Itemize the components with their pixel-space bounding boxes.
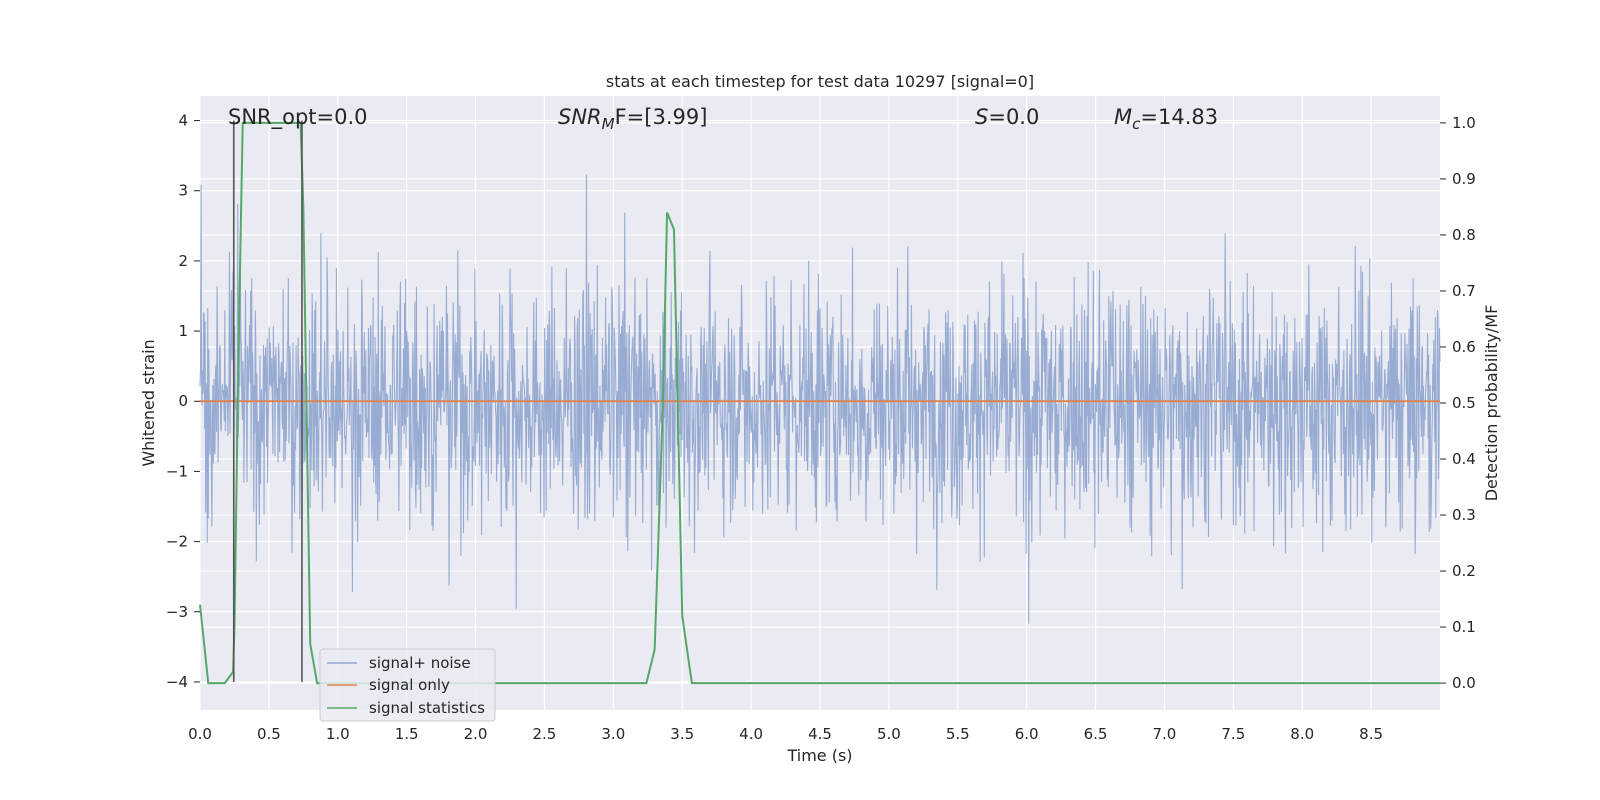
y-tick-label: −4	[166, 673, 188, 691]
y-tick-label: −3	[166, 603, 188, 621]
annotation-snr-opt: SNR_opt=0.0	[228, 105, 368, 130]
y-tick-label: −2	[166, 533, 188, 551]
s-label: S	[975, 105, 988, 129]
y2-axis-label: Detection probability/MF	[1482, 305, 1501, 502]
y-tick-label: 2	[178, 252, 188, 270]
snr-mf-label: SNR	[558, 105, 602, 129]
y2-tick-label: 0.2	[1452, 562, 1476, 580]
x-tick-label: 7.5	[1221, 725, 1245, 743]
legend-box	[319, 648, 496, 722]
x-tick-label: 1.5	[395, 725, 419, 743]
y2-tick-label: 0.7	[1452, 282, 1476, 300]
legend-label-signal: signal only	[369, 676, 450, 694]
y2-tick-label: 1.0	[1452, 114, 1476, 132]
y-tick-label: 4	[178, 112, 188, 130]
x-tick-label: 6.5	[1084, 725, 1108, 743]
x-tick-label: 2.5	[533, 725, 557, 743]
mc-rest: =14.83	[1140, 105, 1218, 129]
y2-tick-label: 0.9	[1452, 170, 1476, 188]
y2-ticks: 1.0 0.9 0.8 0.7 0.6 0.5 0.4 0.3 0.2 0.1 0.0	[1440, 114, 1476, 692]
snr-mf-sub: M	[602, 115, 615, 133]
x-tick-label: 1.0	[326, 725, 350, 743]
y-ticks: 4 3 2 1 0 −1 −2 −3 −4	[166, 112, 200, 691]
y2-tick-label: 0.6	[1452, 338, 1476, 356]
series-signal-noise	[199, 174, 1441, 624]
x-tick-label: 8.0	[1290, 725, 1314, 743]
y2-tick-label: 0.0	[1452, 674, 1476, 692]
s-rest: =0.0	[988, 105, 1039, 129]
mc-label: M	[1114, 105, 1132, 129]
annotation-snr-mf: SNRMF=[3.99]	[558, 105, 707, 133]
x-tick-label: 0.5	[257, 725, 281, 743]
x-tick-label: 4.5	[808, 725, 832, 743]
x-tick-label: 0.0	[188, 725, 212, 743]
y-axis-label: Whitened strain	[139, 339, 158, 466]
legend-label-stats: signal statistics	[369, 699, 485, 717]
x-ticks: 0.0 0.5 1.0 1.5 2.0 2.5 3.0 3.5 4.0 4.5 5.0 5.5 6.0 6…	[188, 725, 1383, 743]
noise-series	[199, 174, 1441, 624]
y2-tick-label: 0.1	[1452, 618, 1476, 636]
annotation-s: S=0.0	[975, 105, 1039, 129]
x-tick-label: 5.5	[946, 725, 970, 743]
x-axis-label: Time (s)	[786, 746, 852, 765]
y-tick-label: 3	[178, 182, 188, 200]
snr-mf-rest: F=[3.99]	[615, 105, 708, 129]
y2-tick-label: 0.5	[1452, 394, 1476, 412]
markers	[232, 120, 303, 682]
y-tick-label: 1	[178, 322, 188, 340]
annotation-mc: Mc=14.83	[1114, 105, 1218, 133]
legend-label-noise: signal+ noise	[369, 654, 471, 672]
y2-tick-label: 0.4	[1452, 450, 1476, 468]
y-tick-label: −1	[166, 462, 188, 480]
x-tick-label: 8.5	[1359, 725, 1383, 743]
x-tick-label: 6.0	[1015, 725, 1039, 743]
x-tick-label: 7.0	[1153, 725, 1177, 743]
x-tick-label: 3.5	[670, 725, 694, 743]
x-tick-label: 5.0	[877, 725, 901, 743]
y2-tick-label: 0.8	[1452, 226, 1476, 244]
legend: signal+ noise signal only signal statist…	[319, 648, 496, 722]
x-tick-label: 3.0	[601, 725, 625, 743]
mc-sub: c	[1132, 115, 1141, 133]
chart-title: stats at each timestep for test data 102…	[606, 72, 1034, 91]
x-tick-label: 2.0	[464, 725, 488, 743]
x-tick-label: 4.0	[739, 725, 763, 743]
y-tick-label: 0	[178, 392, 188, 410]
y2-tick-label: 0.3	[1452, 506, 1476, 524]
